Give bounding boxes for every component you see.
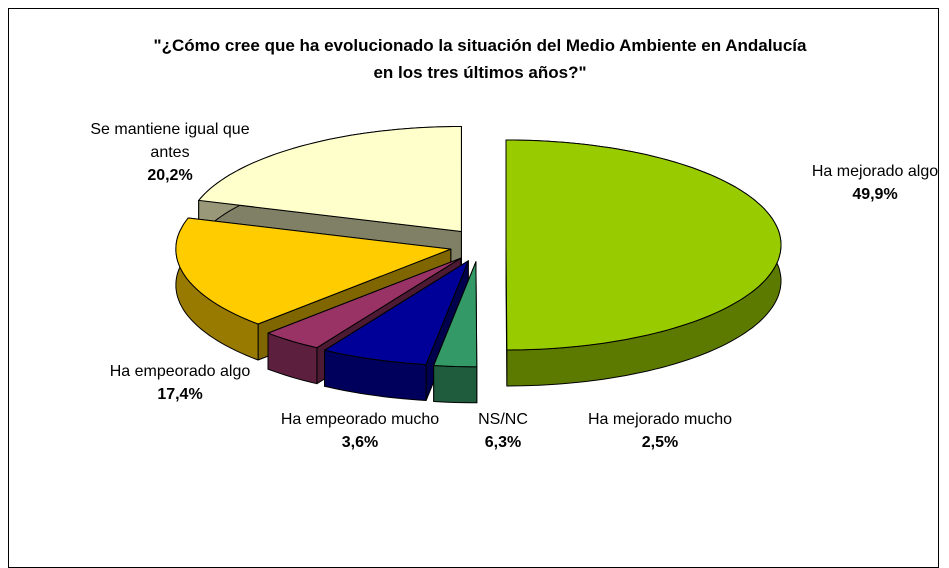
slice [505,139,782,351]
slice [198,126,462,232]
slice-label: NS/NC 6,3% [418,408,588,454]
slice-label: Ha empeorado mucho 3,6% [275,408,445,454]
value-label: 20,2% [147,167,193,184]
chart-title: "¿Cómo cree que ha evolucionado la situa… [153,36,807,82]
slice [324,260,469,365]
slice [267,257,462,349]
slice-label: Ha empeorado algo 17,4% [95,360,265,406]
slice-label: Ha mejorado mucho 2,5% [575,408,745,454]
value-label: 17,4% [157,386,203,403]
value-label: 6,3% [484,434,522,451]
category-label: Ha mejorado algo [811,163,939,180]
slice-label: Se mantiene igual que antes 20,2% [85,118,255,187]
category-label: Ha mejorado mucho [587,411,733,428]
category-label: Ha empeorado algo [109,363,251,380]
slice-edge [433,365,478,404]
value-label: 3,6% [341,434,379,451]
category-label: NS/NC [478,411,528,428]
slice [433,261,478,368]
category-label: Ha empeorado mucho [280,411,440,428]
category-label: Se mantiene igual que antes [90,121,250,161]
value-label: 2,5% [641,434,679,451]
value-label: 49,9% [852,186,898,203]
slice-label: Ha mejorado algo 49,9% [790,160,949,206]
slice [175,217,452,325]
